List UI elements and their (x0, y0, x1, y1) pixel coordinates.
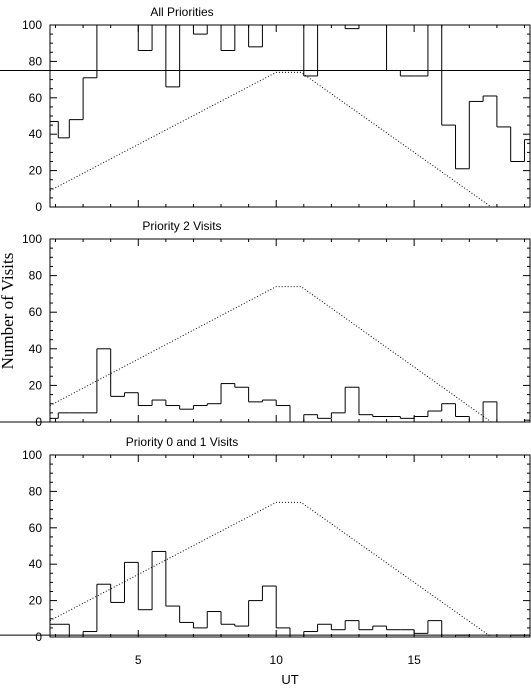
chart-panel: Priority 0 and 1 Visits 0 20 40 60 80 100 5 10 15 (0, 435, 531, 667)
plot-frame (49, 454, 531, 638)
y-tick-label: 40 (29, 557, 43, 571)
chart-panel: All Priorities 0 20 40 60 80 100 (0, 5, 531, 214)
panel-title: Priority 0 and 1 Visits (126, 435, 239, 449)
y-tick-label: 60 (29, 521, 43, 535)
y-tick-label: 100 (22, 232, 42, 246)
y-tick-label: 20 (29, 378, 43, 392)
x-tick-label: 10 (270, 653, 284, 667)
y-tick-label: 100 (22, 448, 42, 462)
plot-frame (49, 24, 531, 208)
panel-title: Priority 2 Visits (142, 219, 221, 233)
y-tick-label: 80 (29, 269, 43, 283)
y-tick-label: 60 (29, 305, 43, 319)
x-tick-label: 15 (407, 653, 421, 667)
envelope-line (49, 501, 492, 638)
y-tick-label: 0 (35, 630, 42, 644)
envelope-line (49, 286, 492, 423)
figure-xlabel: UT (281, 672, 298, 687)
y-tick-label: 40 (29, 342, 43, 356)
plot-frame (49, 238, 531, 423)
y-tick-label: 100 (22, 18, 42, 32)
y-tick-label: 20 (29, 164, 43, 178)
y-tick-label: 20 (29, 594, 43, 608)
x-tick-label: 5 (135, 653, 142, 667)
figure-ylabel: Number of Visits (0, 253, 17, 370)
y-tick-label: 0 (35, 200, 42, 214)
panel-title: All Priorities (150, 5, 213, 19)
y-tick-label: 80 (29, 54, 43, 68)
y-tick-label: 40 (29, 127, 43, 141)
y-tick-label: 80 (29, 484, 43, 498)
y-tick-label: 60 (29, 91, 43, 105)
envelope-line (49, 71, 492, 208)
